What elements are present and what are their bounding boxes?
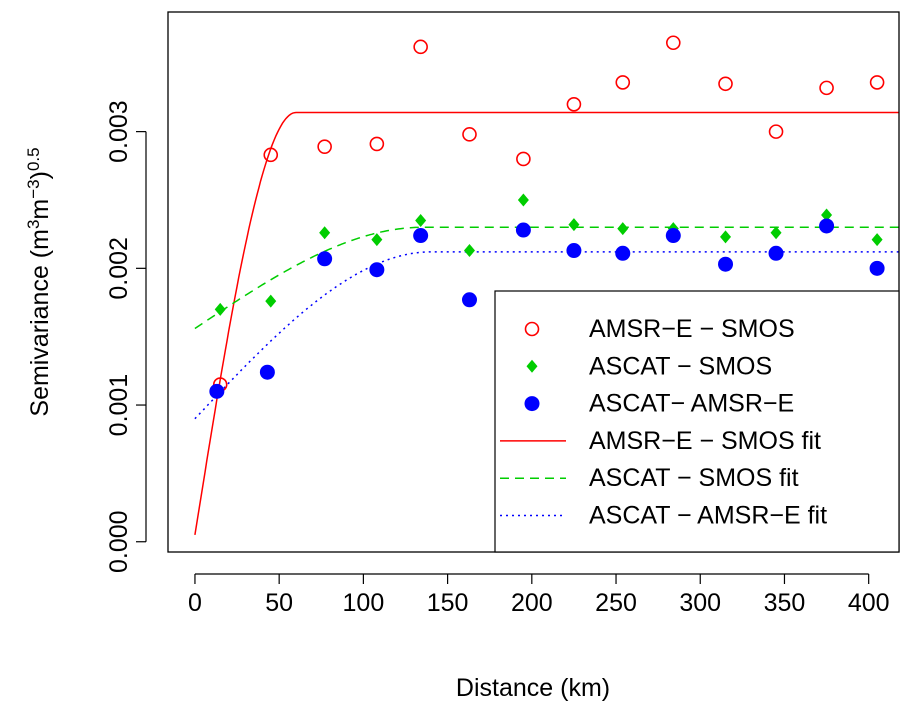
legend-box — [494, 290, 900, 553]
data-point — [615, 75, 631, 90]
data-point — [819, 80, 834, 96]
data-point — [869, 260, 885, 276]
y-axis-title-base: Semivariance (m — [26, 229, 54, 417]
y-axis-title-sup-1: 3 — [24, 220, 43, 229]
data-point — [263, 147, 279, 163]
data-point — [317, 251, 333, 267]
data-point — [317, 139, 332, 154]
y-axis-title-sup-3: 0.5 — [24, 147, 43, 171]
data-point — [718, 256, 734, 272]
data-point — [415, 213, 427, 227]
legend-key — [526, 359, 538, 373]
data-point — [566, 243, 582, 259]
data-point — [718, 76, 733, 92]
data-point — [869, 75, 885, 90]
x-tick-label: 50 — [265, 589, 293, 617]
data-point — [369, 136, 385, 152]
data-point — [770, 226, 782, 240]
x-axis-title: Distance (km) — [456, 674, 610, 702]
data-point — [665, 228, 681, 244]
fit-line — [194, 226, 899, 330]
data-point — [369, 262, 385, 278]
data-point — [566, 96, 582, 112]
data-point — [209, 383, 225, 399]
data-point — [515, 222, 531, 238]
legend-label: ASCAT − SMOS fit — [589, 464, 799, 492]
legend-label: AMSR−E − SMOS fit — [589, 427, 821, 455]
data-points — [209, 35, 885, 399]
legend-key — [524, 321, 540, 337]
data-point — [871, 233, 883, 247]
x-tick-label: 150 — [427, 589, 469, 617]
legend: AMSR−E − SMOS ASCAT − SMOS ASCAT− AMSR−E AM… — [494, 290, 900, 553]
data-point — [821, 208, 833, 222]
data-point — [720, 230, 732, 244]
legend-label: AMSR−E − SMOS — [589, 315, 795, 343]
y-tick-label: 0.002 — [105, 237, 133, 300]
data-point — [461, 292, 477, 308]
legend-label: ASCAT− AMSR−E — [589, 390, 794, 418]
x-tick-label: 400 — [848, 589, 890, 617]
x-tick-label: 300 — [679, 589, 721, 617]
data-point — [615, 245, 631, 261]
data-point — [265, 294, 277, 308]
data-point — [516, 151, 531, 167]
legend-label: ASCAT − SMOS — [589, 352, 772, 380]
fit-lines — [194, 111, 899, 536]
y-tick-label: 0.000 — [105, 510, 133, 573]
data-point — [665, 35, 681, 51]
y-tick-label: 0.001 — [105, 374, 133, 437]
x-tick-label: 350 — [764, 589, 806, 617]
data-point — [463, 244, 475, 258]
y-axis-title-unit: m — [26, 199, 54, 220]
fit-line — [194, 251, 899, 420]
data-point — [319, 226, 331, 240]
axes: 0 50 100 150 200 250 300 350 400 0.000 0.001 0.002 0… — [105, 100, 890, 617]
x-tick-label: 200 — [511, 589, 553, 617]
data-point — [413, 228, 429, 244]
y-axis-title-sup-2: −3 — [24, 179, 43, 198]
data-point — [768, 245, 784, 261]
y-axis-title: Semivariance (m3m−3)0.5 — [24, 147, 55, 416]
x-tick-label: 100 — [343, 589, 385, 617]
data-point — [568, 218, 580, 232]
data-point — [371, 233, 383, 247]
data-point — [517, 193, 529, 207]
fit-line — [194, 111, 899, 536]
data-point — [617, 222, 629, 236]
legend-label: ASCAT − AMSR−E fit — [589, 502, 827, 530]
x-tick-label: 0 — [188, 589, 202, 617]
data-point — [768, 124, 784, 139]
y-tick-label: 0.003 — [105, 100, 133, 163]
data-point — [259, 364, 275, 380]
data-point — [413, 39, 428, 55]
legend-key — [524, 396, 540, 412]
x-tick-label: 250 — [595, 589, 637, 617]
y-axis-title-paren: ) — [26, 171, 54, 179]
data-point — [214, 302, 226, 316]
data-point — [819, 218, 835, 234]
data-point — [462, 127, 477, 142]
